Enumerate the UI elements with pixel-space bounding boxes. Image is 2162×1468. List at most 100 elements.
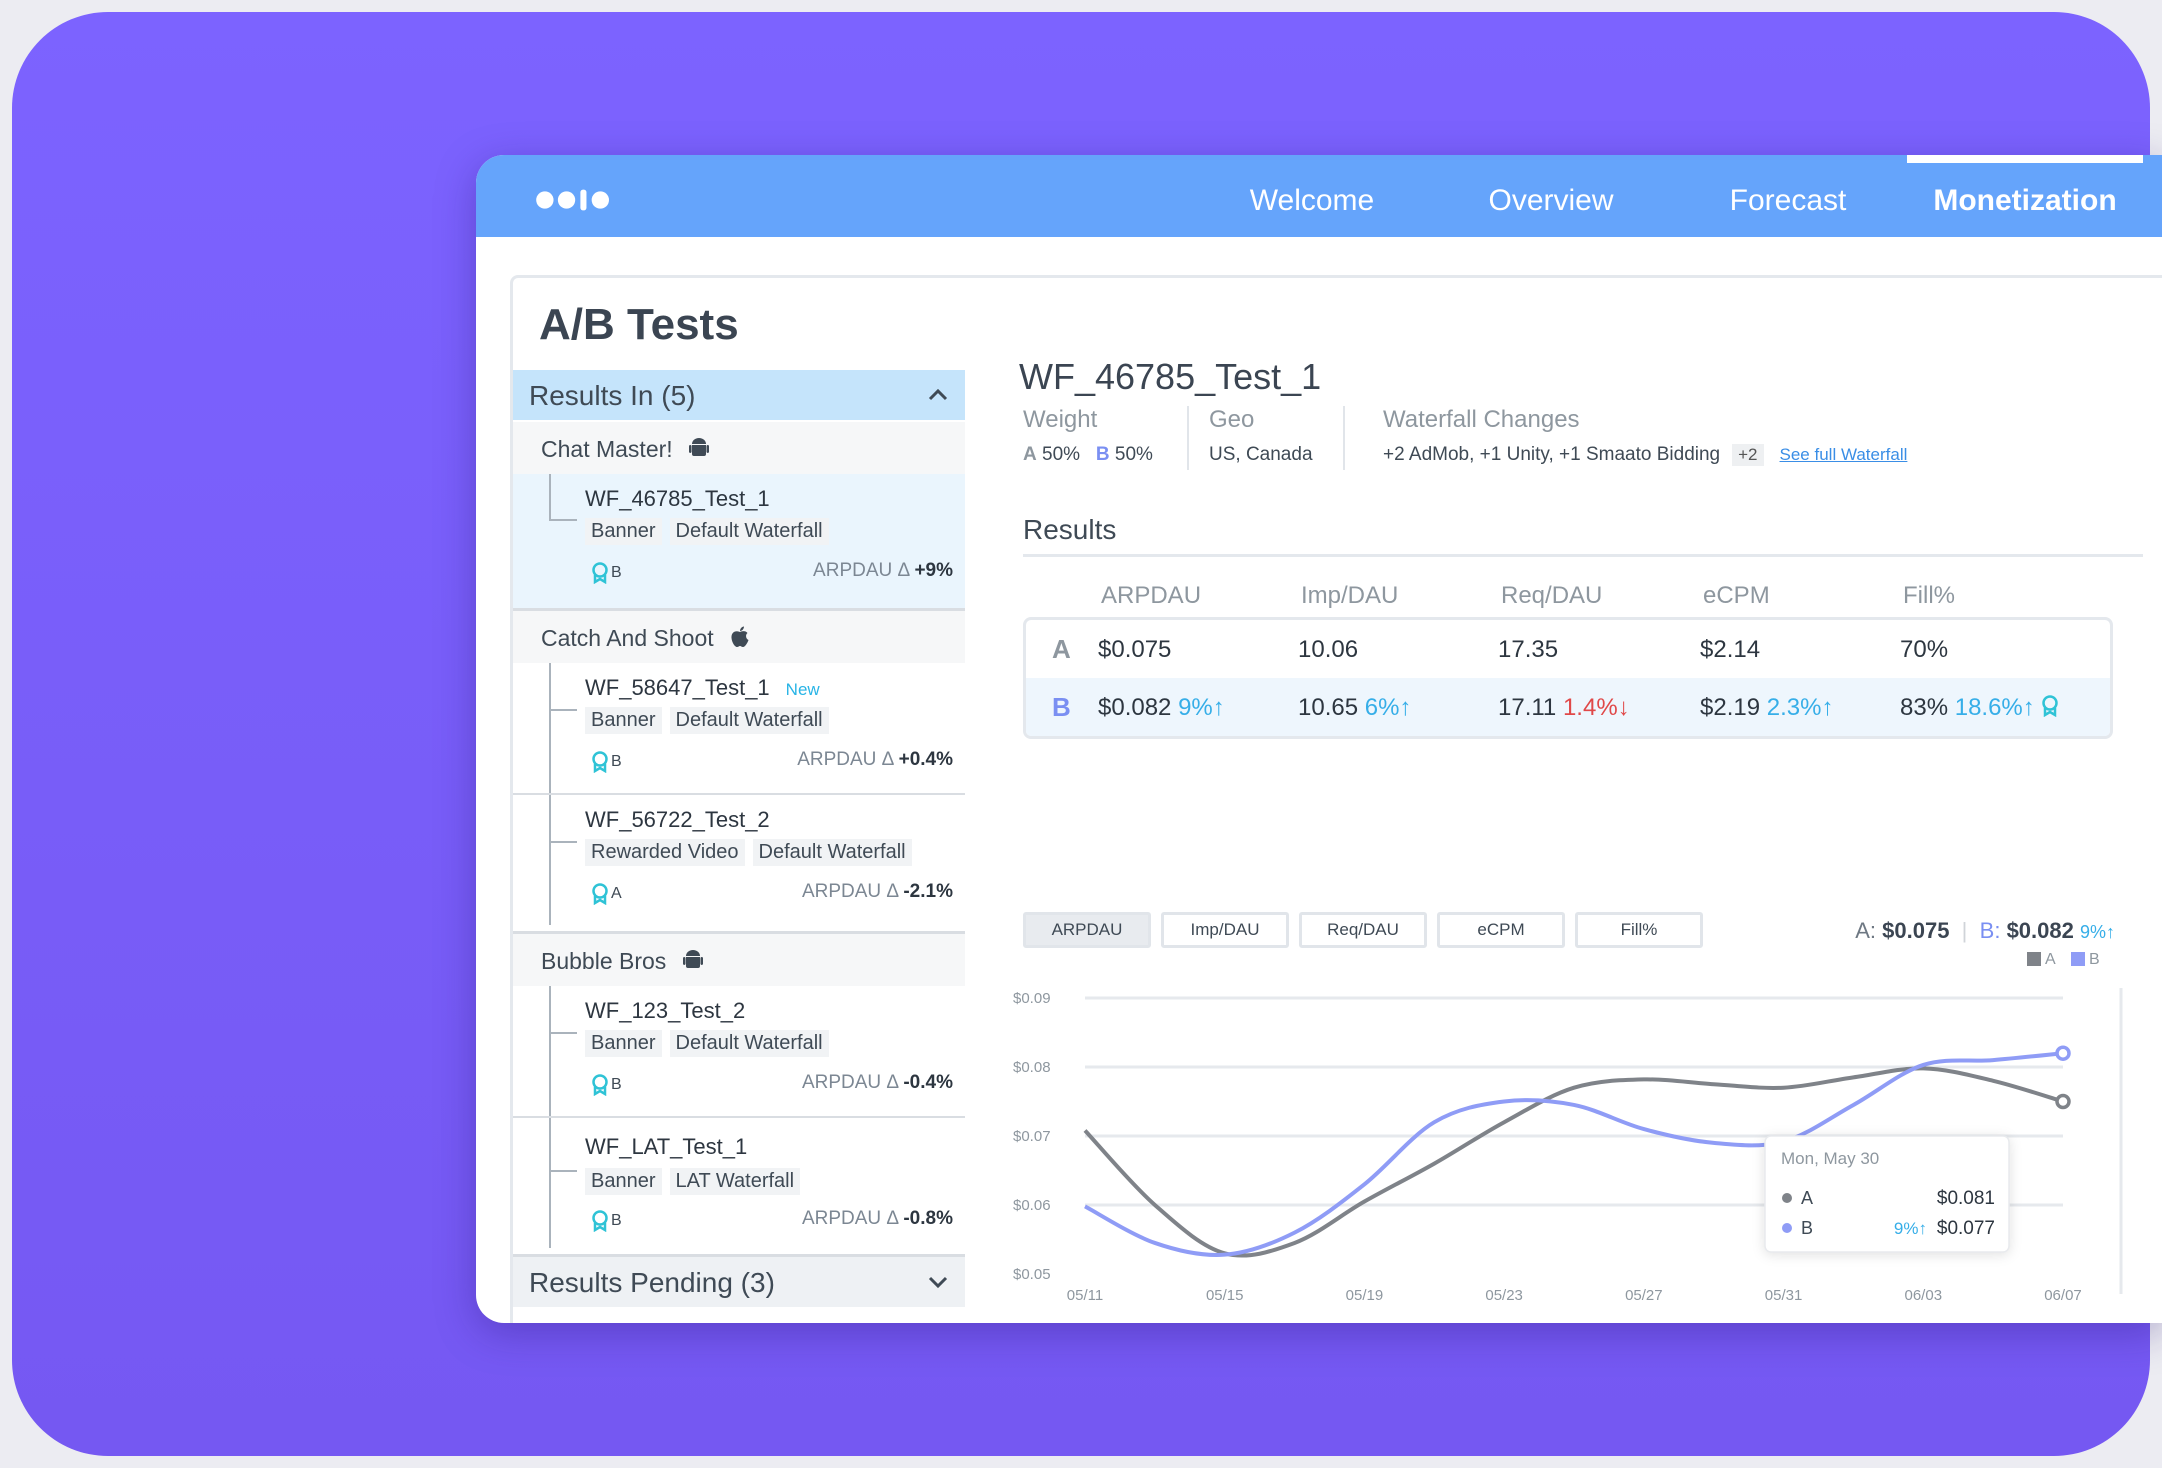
column-header: Fill% bbox=[1903, 582, 1955, 609]
tag: Banner bbox=[585, 518, 662, 545]
tag: Rewarded Video bbox=[585, 839, 745, 866]
tooltip-dot-b bbox=[1782, 1223, 1792, 1233]
tag: Default Waterfall bbox=[669, 707, 829, 734]
table-row: B $0.082 9%↑ 10.65 6%↑ 17.11 1.4%↓ $2.19… bbox=[1026, 678, 2110, 736]
x-tick-label: 06/03 bbox=[1905, 1287, 1943, 1304]
x-tick-label: 05/19 bbox=[1346, 1287, 1384, 1304]
arpdau-line-chart: $0.09 $0.08 $0.07 $0.06 $0.05 05/11 05/15 05/19… bbox=[1013, 951, 2123, 1304]
android-icon bbox=[682, 949, 703, 968]
geo-value: US, Canada bbox=[1209, 444, 1313, 465]
chevron-up-icon[interactable] bbox=[927, 384, 949, 406]
tab-forecast[interactable]: Forecast bbox=[1729, 184, 1847, 217]
chart-tooltip: Mon, May 30 A $0.081 B 9%↑ $0.077 bbox=[1764, 1135, 2010, 1253]
results-in-header[interactable]: Results In (5) bbox=[513, 370, 965, 420]
weight-label: Weight bbox=[1023, 406, 1098, 433]
weight-value: A 50% B 50% bbox=[1023, 444, 1153, 465]
award-icon bbox=[592, 1074, 608, 1097]
series-line-b bbox=[1084, 1051, 2064, 1257]
tooltip-b-value: $0.077 bbox=[1937, 1218, 1995, 1239]
test-name: WF_LAT_Test_1 bbox=[585, 1134, 748, 1159]
waterfall-value: +2 AdMob, +1 Unity, +1 Smaato Bidding +2 S… bbox=[1383, 444, 1908, 466]
x-tick-label: 05/31 bbox=[1765, 1287, 1803, 1304]
android-icon bbox=[689, 437, 710, 456]
test-name: WF_56722_Test_2 bbox=[585, 807, 770, 832]
list-item[interactable]: WF_56722_Test_2 Rewarded Video Default Wa… bbox=[513, 795, 965, 931]
geo-label: Geo bbox=[1209, 406, 1255, 433]
column-header: Imp/DAU bbox=[1301, 582, 1399, 609]
delta-value: ARPDAU Δ +9% bbox=[813, 560, 953, 581]
delta-value: ARPDAU Δ -0.4% bbox=[801, 1072, 953, 1093]
y-tick-label: $0.05 bbox=[1013, 1266, 1051, 1283]
chart-tab-req-dau[interactable]: Req/DAU bbox=[1299, 912, 1427, 948]
award-icon bbox=[592, 562, 608, 585]
list-item[interactable]: WF_46785_Test_1 Banner Default Waterfall … bbox=[513, 474, 965, 608]
x-tick-label: 06/07 bbox=[2044, 1287, 2082, 1304]
winner-badge: B bbox=[591, 751, 622, 774]
award-icon bbox=[592, 883, 608, 906]
award-icon bbox=[2042, 695, 2059, 718]
column-header: ARPDAU bbox=[1101, 582, 1202, 609]
more-badge[interactable]: +2 bbox=[1732, 444, 1764, 466]
delta-value: ARPDAU Δ -2.1% bbox=[801, 881, 953, 902]
award-icon bbox=[592, 751, 608, 774]
results-pending-label: Results Pending (3) bbox=[529, 1267, 775, 1298]
tooltip-a-value: $0.081 bbox=[1937, 1188, 1995, 1209]
page-title: A/B Tests bbox=[539, 300, 739, 349]
series-end-point bbox=[2055, 1093, 2071, 1110]
award-icon bbox=[592, 1210, 608, 1233]
y-tick-label: $0.08 bbox=[1013, 1059, 1051, 1076]
winner-badge: B bbox=[591, 562, 622, 585]
chart-tab-arpdau[interactable]: ARPDAU bbox=[1023, 912, 1151, 948]
list-item[interactable]: WF_LAT_Test_1 Banner LAT Waterfall B ARPD… bbox=[513, 1118, 965, 1254]
y-tick-label: $0.06 bbox=[1013, 1197, 1051, 1214]
tag: Banner bbox=[585, 1168, 662, 1195]
tooltip-dot-a bbox=[1782, 1193, 1792, 1203]
test-name: WF_123_Test_2 bbox=[585, 998, 746, 1023]
y-tick-label: $0.09 bbox=[1013, 990, 1051, 1007]
tag: Banner bbox=[585, 1030, 662, 1057]
app-name: Catch And Shoot bbox=[541, 625, 714, 651]
waterfall-label: Waterfall Changes bbox=[1383, 406, 1580, 433]
chart-tab-imp-dau[interactable]: Imp/DAU bbox=[1161, 912, 1289, 948]
app-group-header: Catch And Shoot bbox=[513, 611, 965, 663]
tab-monetization[interactable]: Monetization bbox=[1907, 155, 2143, 237]
column-header: Req/DAU bbox=[1501, 582, 1603, 609]
legend-swatch bbox=[2071, 952, 2085, 966]
x-tick-label: 05/27 bbox=[1625, 1287, 1663, 1304]
chart-tab-ecpm[interactable]: eCPM bbox=[1437, 912, 1565, 948]
x-tick-label: 05/23 bbox=[1485, 1287, 1523, 1304]
list-item[interactable]: WF_58647_Test_1 New Banner Default Waterfa… bbox=[513, 663, 965, 793]
tag: Default Waterfall bbox=[669, 518, 829, 545]
winner-badge: A bbox=[591, 883, 622, 906]
legend-label: B bbox=[2089, 951, 2100, 968]
tooltip-b-change: 9%↑ bbox=[1894, 1219, 1927, 1238]
list-item[interactable]: WF_123_Test_2 Banner Default Waterfall B … bbox=[513, 986, 965, 1116]
x-tick-label: 05/15 bbox=[1206, 1287, 1244, 1304]
legend-label: A bbox=[2045, 951, 2056, 968]
winner-badge: B bbox=[591, 1210, 622, 1233]
results-title: Results bbox=[1023, 514, 1117, 545]
tooltip-date: Mon, May 30 bbox=[1781, 1149, 1879, 1168]
x-tick-label: 05/11 bbox=[1067, 1287, 1103, 1304]
apple-icon bbox=[731, 626, 749, 647]
test-title: WF_46785_Test_1 bbox=[1019, 356, 1322, 397]
app-name: Chat Master! bbox=[541, 436, 673, 462]
app-window: Welcome Overview Forecast Monetization U… bbox=[476, 155, 2162, 1323]
test-name: WF_46785_Test_1 bbox=[585, 486, 770, 511]
results-pending-header[interactable]: Results Pending (3) bbox=[513, 1257, 965, 1307]
tab-welcome[interactable]: Welcome bbox=[1249, 184, 1375, 217]
column-header: eCPM bbox=[1703, 582, 1770, 609]
chart-tab-fill[interactable]: Fill% bbox=[1575, 912, 1703, 948]
app-group-header: Chat Master! bbox=[513, 422, 965, 474]
see-full-waterfall-link[interactable]: See full Waterfall bbox=[1779, 445, 1908, 464]
series-end-point bbox=[2055, 1045, 2071, 1061]
delta-value: ARPDAU Δ +0.4% bbox=[797, 749, 953, 770]
app-name: Bubble Bros bbox=[541, 948, 667, 974]
chevron-down-icon[interactable] bbox=[927, 1271, 949, 1293]
new-badge: New bbox=[785, 680, 820, 699]
tab-overview[interactable]: Overview bbox=[1488, 184, 1614, 217]
tag: Banner bbox=[585, 707, 662, 734]
app-group-header: Bubble Bros bbox=[513, 934, 965, 986]
tab-ua[interactable]: UA bbox=[2144, 155, 2162, 237]
brand-logo-icon bbox=[536, 189, 609, 211]
